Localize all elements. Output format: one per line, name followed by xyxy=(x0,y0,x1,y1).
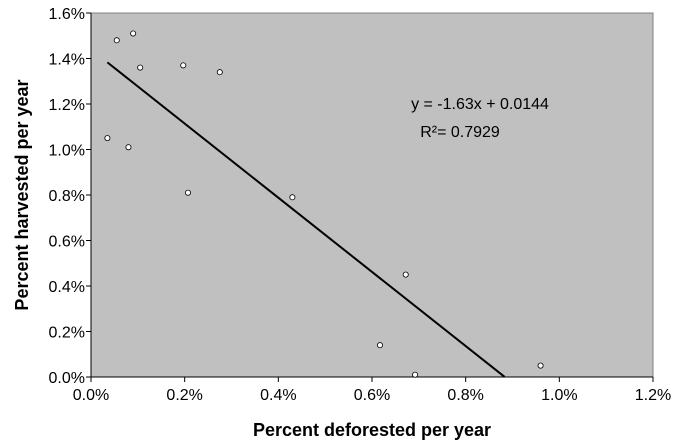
x-tick-label: 0.8% xyxy=(447,387,483,404)
data-point xyxy=(184,189,191,196)
data-point xyxy=(376,342,383,349)
x-tick-marks xyxy=(90,377,654,382)
data-points xyxy=(104,30,544,378)
data-point xyxy=(412,371,419,378)
x-tick-label: 1.0% xyxy=(541,387,577,404)
x-tick-label: 0.0% xyxy=(73,387,109,404)
equation-label: y = -1.63x + 0.0144 xyxy=(411,96,549,113)
data-point xyxy=(180,62,187,69)
y-tick-label: 1.6% xyxy=(49,6,85,23)
data-point xyxy=(216,69,223,76)
y-tick-marks xyxy=(86,12,91,378)
y-tick-label: 1.0% xyxy=(49,143,85,160)
data-point xyxy=(289,194,296,201)
data-point xyxy=(125,144,132,151)
y-axis-title: Percent harvested per year xyxy=(12,79,32,310)
y-tick-label: 0.2% xyxy=(49,325,85,342)
plot-area xyxy=(90,12,654,378)
y-tick-label: 0.6% xyxy=(49,234,85,251)
data-point xyxy=(537,362,544,369)
x-axis-title: Percent deforested per year xyxy=(253,420,491,440)
y-tick-label: 0.8% xyxy=(49,188,85,205)
y-tick-label: 1.4% xyxy=(49,52,85,69)
x-tick-label: 0.4% xyxy=(260,387,296,404)
y-tick-label: 0.0% xyxy=(49,370,85,387)
y-tick-label: 0.4% xyxy=(49,279,85,296)
x-tick-label: 1.2% xyxy=(635,387,671,404)
x-tick-labels: 0.0% 0.2% 0.4% 0.6% 0.8% 1.0% 1.2% xyxy=(73,387,671,404)
r-squared-label: R²= 0.7929 xyxy=(420,124,500,141)
y-tick-label: 1.2% xyxy=(49,97,85,114)
data-point xyxy=(402,271,409,278)
y-tick-labels: 0.0% 0.2% 0.4% 0.6% 0.8% 1.0% 1.2% 1.4% 1.6% xyxy=(49,6,85,387)
x-tick-label: 0.2% xyxy=(166,387,202,404)
data-point xyxy=(104,135,111,142)
trendline xyxy=(106,61,506,378)
data-point xyxy=(113,37,120,44)
x-tick-label: 0.6% xyxy=(354,387,390,404)
data-point xyxy=(130,30,137,37)
data-point xyxy=(137,64,144,71)
